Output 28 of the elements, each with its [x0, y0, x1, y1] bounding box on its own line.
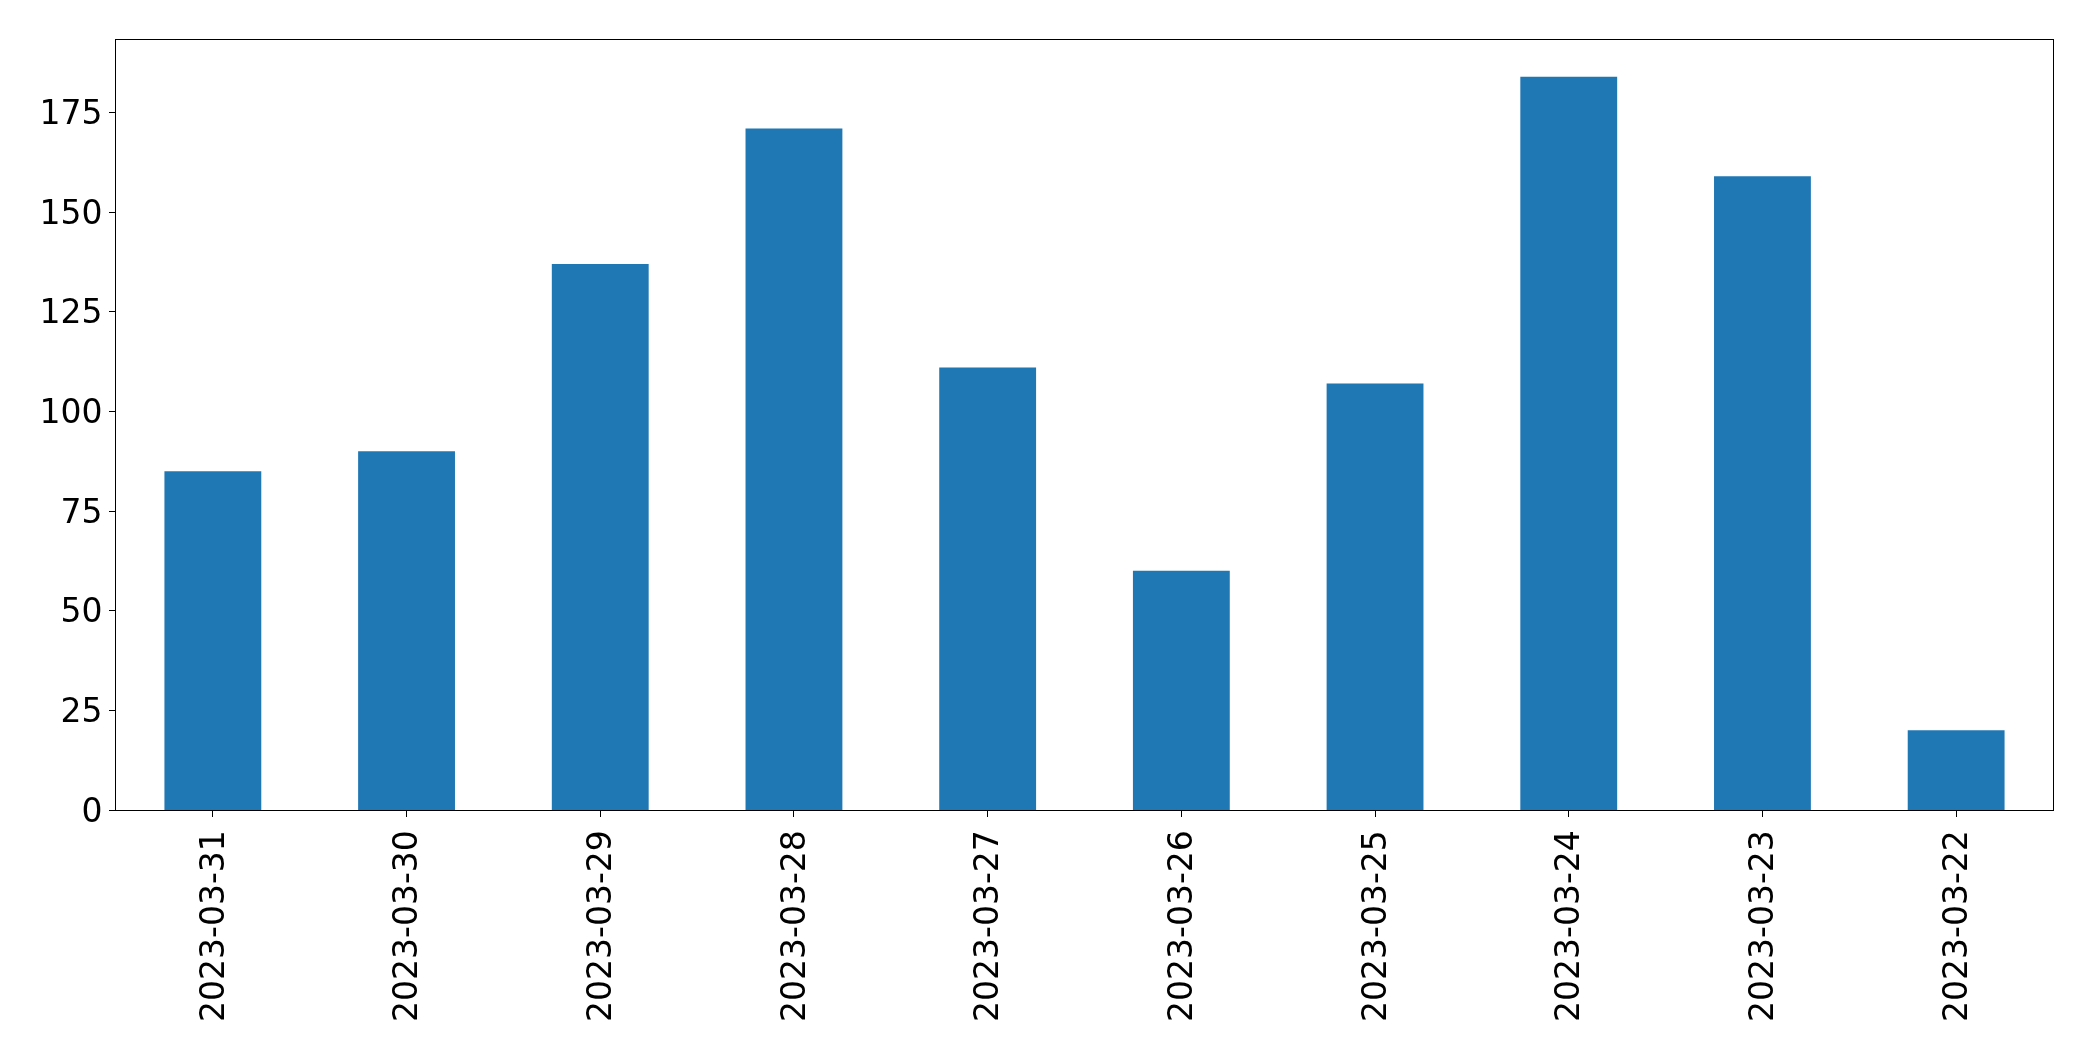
y-tick-label: 150: [39, 192, 103, 232]
y-tick-label: 100: [39, 392, 103, 431]
bar: [1132, 570, 1230, 810]
y-tick-label: 125: [39, 292, 103, 332]
x-tick-label: 2023-03-30: [386, 830, 426, 1022]
bar: [1326, 383, 1424, 810]
bar: [1714, 176, 1811, 810]
bar: [939, 367, 1037, 810]
x-tick-label: 2023-03-23: [1742, 830, 1782, 1022]
x-tick-label: 2023-03-29: [579, 830, 619, 1022]
x-tick-label: 2023-03-31: [192, 830, 232, 1022]
x-tick-label: 2023-03-22: [1935, 830, 1975, 1022]
x-tick-label: 2023-03-27: [967, 830, 1007, 1022]
y-tick-label: 175: [39, 93, 103, 133]
bar: [358, 451, 455, 810]
x-tick-label: 2023-03-28: [773, 830, 813, 1022]
y-tick-label: 50: [60, 591, 103, 631]
x-tick-label: 2023-03-26: [1161, 830, 1201, 1022]
x-tick-label: 2023-03-24: [1548, 830, 1588, 1022]
bar: [1907, 730, 2005, 810]
bar: [551, 263, 649, 810]
y-tick-label: 0: [81, 790, 103, 830]
bar: [164, 471, 262, 810]
bar: [745, 128, 843, 810]
y-tick-label: 25: [60, 690, 103, 730]
bar: [1520, 76, 1618, 810]
x-tick-label: 2023-03-25: [1354, 830, 1394, 1022]
y-tick-label: 75: [60, 491, 103, 531]
